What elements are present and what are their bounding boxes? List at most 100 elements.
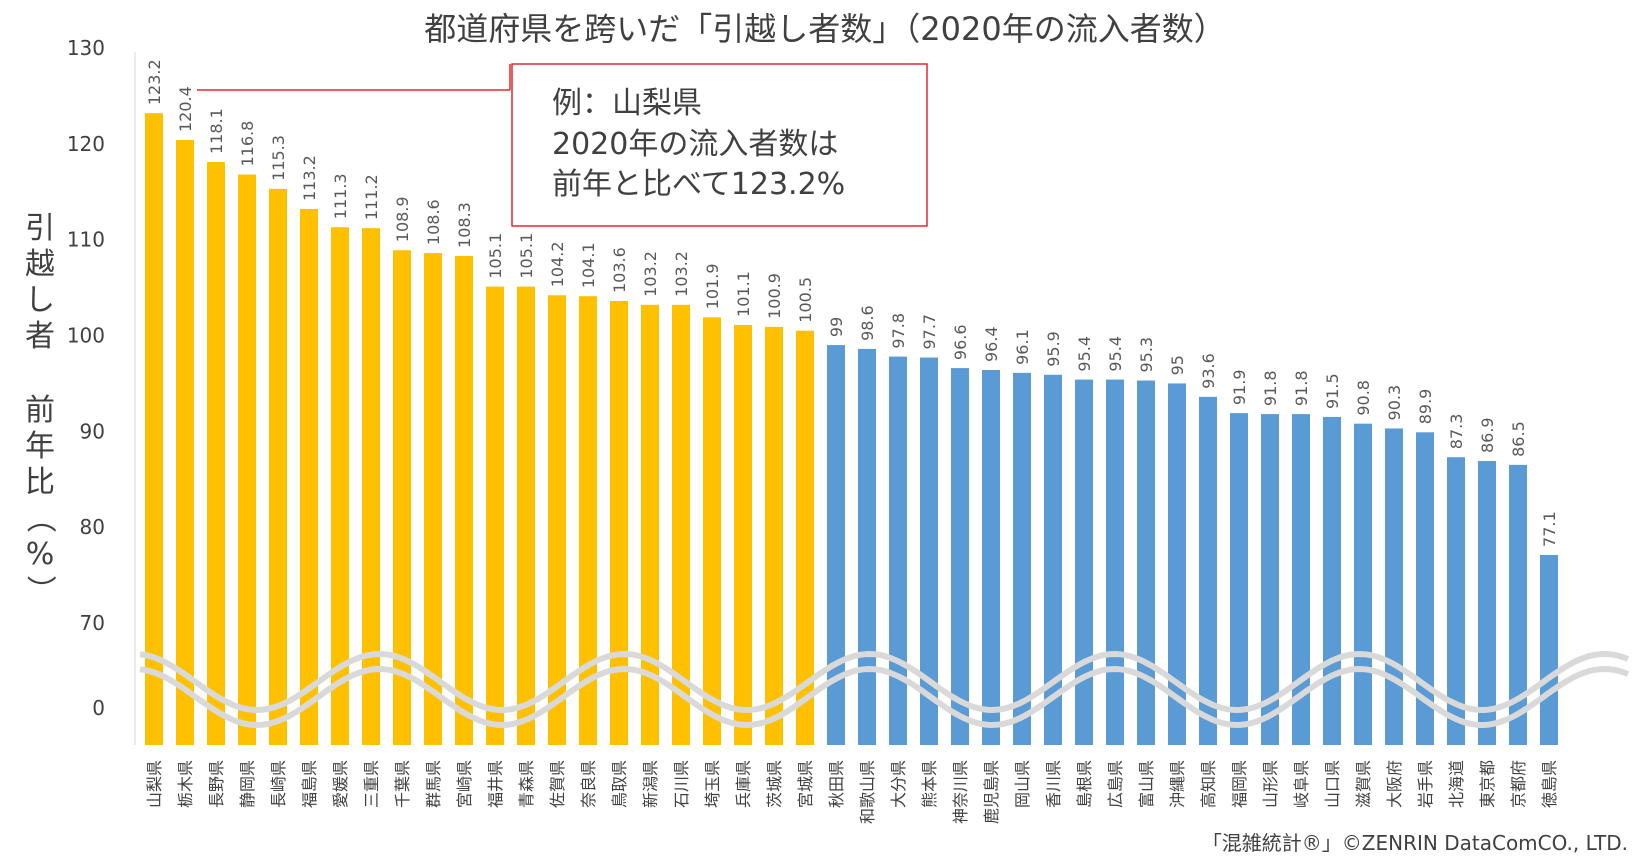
bar <box>641 304 659 745</box>
bar <box>827 345 845 745</box>
bar <box>269 188 287 745</box>
category-label: 秋田県 <box>827 760 846 808</box>
value-label: 95.4 <box>1075 336 1094 372</box>
category-label: 徳島県 <box>1540 760 1559 808</box>
category-label: 島根県 <box>1075 760 1094 808</box>
value-label: 100.9 <box>765 273 784 319</box>
category-label: 山形県 <box>1261 760 1280 808</box>
callout-line-2: 2020年の流入者数は <box>552 127 838 162</box>
value-label: 96.4 <box>982 326 1001 362</box>
category-label: 神奈川県 <box>951 760 970 824</box>
category-label: 長崎県 <box>269 760 288 808</box>
category-label: 茨城県 <box>765 760 784 808</box>
value-label: 108.6 <box>424 199 443 245</box>
value-label: 95.9 <box>1044 331 1063 367</box>
value-label: 123.2 <box>145 59 164 105</box>
value-label: 89.9 <box>1416 389 1435 425</box>
value-label: 96.1 <box>1013 329 1032 365</box>
y-axis-label-char: 引 <box>25 211 55 246</box>
y-tick-label: 90 <box>80 419 105 443</box>
bar <box>1168 383 1186 745</box>
y-tick-label: 100 <box>67 324 105 348</box>
bar <box>486 286 504 745</box>
bar <box>703 317 721 745</box>
bar <box>1447 457 1465 745</box>
category-label: 広島県 <box>1106 760 1125 808</box>
value-label: 86.5 <box>1509 421 1528 457</box>
value-label: 87.3 <box>1447 414 1466 450</box>
value-label: 104.2 <box>548 241 567 287</box>
value-label: 91.8 <box>1292 370 1311 406</box>
callout: 例：山梨県 2020年の流入者数は 前年と比べて123.2% <box>197 63 928 227</box>
bar <box>1416 432 1434 745</box>
category-label: 岐阜県 <box>1292 760 1311 808</box>
y-axis-label-char: % <box>26 537 55 572</box>
bar <box>207 162 225 745</box>
category-label: 石川県 <box>672 760 691 808</box>
callout-line-3: 前年と比べて123.2% <box>552 167 845 202</box>
y-tick-label: 0 <box>92 696 105 720</box>
bar <box>1013 372 1031 745</box>
category-label: 福井県 <box>486 760 505 808</box>
category-label: 鳥取県 <box>610 760 629 808</box>
category-label: 大分県 <box>889 760 908 808</box>
value-label: 90.3 <box>1385 385 1404 421</box>
value-label: 103.2 <box>672 251 691 297</box>
bar <box>610 301 628 745</box>
category-label: 福岡県 <box>1230 760 1249 808</box>
value-label: 115.3 <box>269 135 288 181</box>
y-axis-label-char: 比 <box>25 465 55 500</box>
value-label: 103.2 <box>641 251 660 297</box>
value-label: 98.6 <box>858 305 877 341</box>
bar <box>145 113 163 745</box>
bar <box>951 368 969 745</box>
category-label: 佐賀県 <box>548 760 567 808</box>
y-axis-label-char: 越 <box>25 247 55 282</box>
category-label: 福島県 <box>300 760 319 808</box>
value-label: 104.1 <box>579 242 598 288</box>
callout-line-1: 例：山梨県 <box>552 86 702 121</box>
category-label: 高知県 <box>1199 760 1218 808</box>
bar <box>1292 414 1310 745</box>
value-label: 108.9 <box>393 196 412 242</box>
break-wave-line <box>139 650 1630 714</box>
category-label: 長野県 <box>207 760 226 808</box>
y-axis-label-char: 者 <box>25 319 55 354</box>
category-label: 山梨県 <box>145 760 164 808</box>
category-label: 富山県 <box>1137 760 1156 808</box>
bar <box>393 250 411 746</box>
category-label: 京都府 <box>1509 760 1528 808</box>
y-tick-label: 110 <box>67 228 105 252</box>
axis-break-wave <box>139 650 1630 729</box>
bar <box>734 324 752 745</box>
y-axis-label-char: 前 <box>25 393 55 428</box>
category-label: 香川県 <box>1044 760 1063 808</box>
bar <box>517 286 535 745</box>
break-wave-line <box>139 665 1630 729</box>
category-label: 兵庫県 <box>734 760 753 808</box>
value-label: 101.9 <box>703 263 722 309</box>
bar <box>982 370 1000 745</box>
category-label: 大阪府 <box>1385 760 1404 808</box>
chart-title: 都道府県を跨いだ「引越し者数」（2020年の流入者数） <box>424 10 1225 48</box>
y-axis-label-bottom-group: 前年比（%） <box>22 393 57 605</box>
category-label: 宮城県 <box>796 760 815 808</box>
category-label: 熊本県 <box>920 760 939 808</box>
bar <box>1261 414 1279 745</box>
category-label: 沖縄県 <box>1168 760 1187 808</box>
category-label: 静岡県 <box>238 760 257 808</box>
value-label: 97.8 <box>889 313 908 349</box>
bar <box>300 209 318 745</box>
bar <box>1478 461 1496 745</box>
value-label: 95 <box>1168 355 1187 375</box>
value-label: 86.9 <box>1478 417 1497 453</box>
category-label: 埼玉県 <box>703 760 722 808</box>
category-label: 岡山県 <box>1013 760 1032 808</box>
value-label: 95.4 <box>1106 336 1125 372</box>
bar <box>1137 380 1155 745</box>
bar <box>920 357 938 745</box>
bar <box>889 356 907 745</box>
bar <box>1385 428 1403 745</box>
value-label: 91.5 <box>1323 373 1342 409</box>
bar <box>1075 379 1093 745</box>
